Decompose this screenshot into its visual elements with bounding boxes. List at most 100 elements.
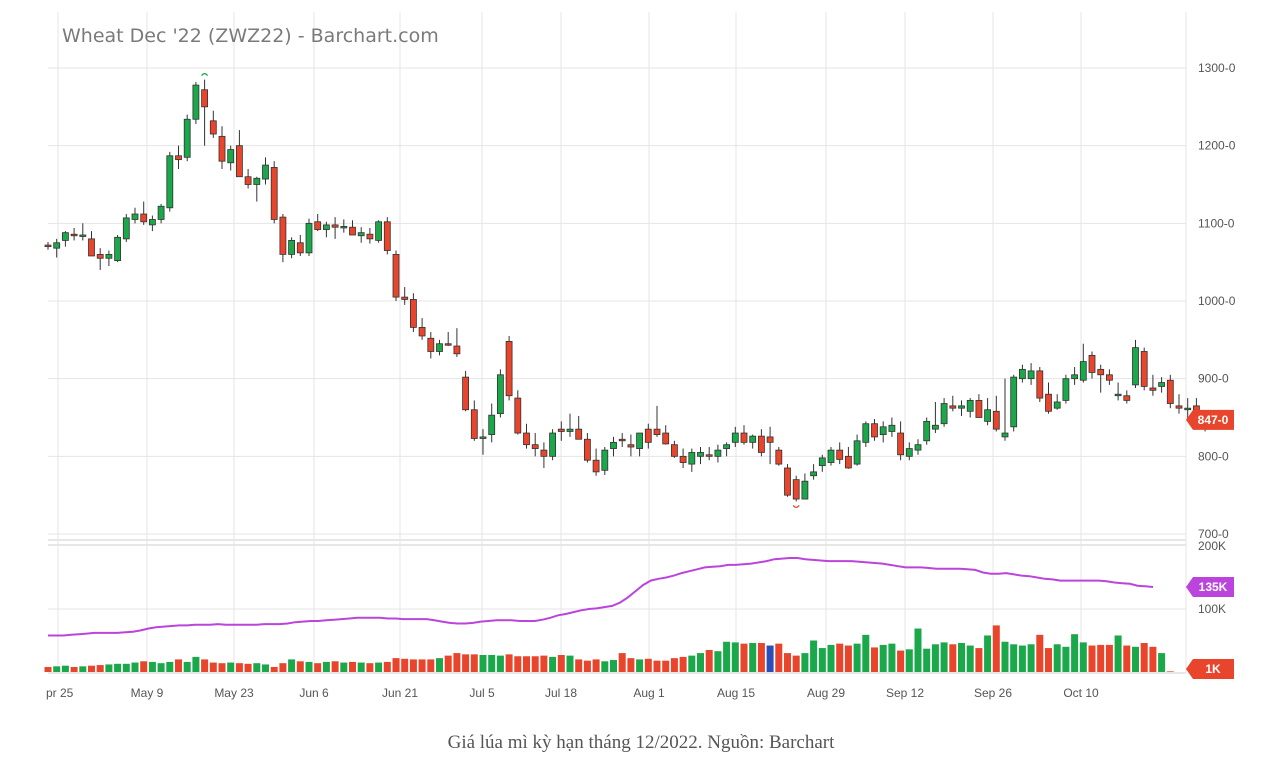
volume-bar [618,653,626,672]
candle-body [140,213,148,223]
volume-bar [444,655,452,672]
volume-bar [1001,641,1009,672]
volume-bar [1132,646,1139,672]
volume-bar [262,664,269,672]
candle-body [1062,378,1070,401]
candle-body [235,145,243,178]
volume-bar [157,663,165,672]
volume-bar [1027,644,1035,672]
candle-body [444,343,452,346]
candle-body [1114,393,1122,397]
candle-body [253,177,261,185]
volume-bar [1062,646,1070,672]
candle-body [305,222,313,254]
volume-bar [653,660,661,672]
candle-body [879,426,887,435]
volume-bar [836,643,844,672]
candle-body [575,428,583,440]
volume-bar [218,663,226,672]
candle-body [157,205,165,220]
volume-bar [966,645,974,672]
candle-body [392,253,400,298]
volume-tick-label: 200K [1198,539,1226,553]
open-interest-badge-text: 135K [1199,580,1228,594]
volume-badge-shape [1186,659,1234,679]
volume-bar [1053,644,1061,672]
candle-body [288,240,296,255]
price-tick-label: 1100-0 [1198,216,1235,230]
candle-body [932,424,939,430]
volume-bar [88,665,95,672]
volume-bar [757,643,765,672]
candle-body [340,226,348,229]
date-tick-label: Jun 6 [299,686,329,700]
price-tick-label: 900-0 [1198,372,1229,386]
volume-bar [253,663,261,672]
candle-body [44,244,52,248]
volume-bar [592,659,600,672]
candle-body [131,213,139,220]
volume-bar [192,656,200,672]
candle-body [496,374,504,415]
candle-body [958,405,965,409]
volume-bar [940,642,948,672]
candle-body [705,454,713,457]
chart-caption: Giá lúa mì kỳ hạn tháng 12/2022. Nguồn: … [447,732,835,753]
candle-body [679,455,687,463]
volume-bar [992,625,1000,672]
candle-body [853,440,861,465]
volume-badge-text: 1K [1205,662,1221,676]
volume-bars [44,625,1174,672]
volume-bar [931,644,939,672]
candle-body [888,424,896,432]
volume-bar [505,654,513,672]
candle-body [862,423,870,443]
candle-body [610,441,617,449]
candle-body [62,232,69,241]
candle-body [1097,368,1105,376]
candle-body [166,155,174,209]
volume-bar [723,641,731,672]
volume-bar [496,655,504,672]
volume-bar [270,666,278,672]
candle-body [105,253,113,259]
volume-bar [662,660,670,672]
volume-bar [914,628,922,672]
volume-bar [279,663,287,672]
price-tick-label: 700-0 [1198,527,1229,541]
volume-bar [731,642,739,672]
volume-bar [227,662,235,672]
candle-body [810,471,817,477]
volume-bar [436,658,443,672]
date-tick-label: Jul 18 [545,686,577,700]
volume-bar [853,643,861,672]
candle-body [96,253,104,259]
candle-body [636,432,643,449]
candle-body [227,149,235,164]
volume-bar [331,661,339,672]
candle-body [627,444,635,448]
chart-title: Wheat Dec '22 (ZWZ22) - Barchart.com [62,25,439,47]
candle-body [331,224,339,228]
candle-body [1184,407,1192,411]
volume-bar [392,658,400,672]
candle-body [296,242,304,254]
candle-body [488,414,496,435]
volume-bar [610,660,617,672]
volume-bar [688,655,696,672]
candle-body [827,449,835,463]
volume-bar [601,661,609,672]
candle-body [470,409,478,439]
candle-body [401,296,409,300]
volume-bar [79,666,87,672]
candle-body [183,118,191,158]
volume-bar [427,659,435,672]
candle-body [697,452,704,457]
date-axis: pr 25 May 9 May 23 Jun 6 Jun 21 Jul 5 Jul 18 Au… [46,686,1099,700]
candle-body [1088,354,1096,373]
volume-bar [923,648,931,672]
volume-bar [114,663,122,672]
candle-body [322,224,330,230]
date-tick-label: pr 25 [46,686,74,700]
volume-bar [1036,634,1044,672]
